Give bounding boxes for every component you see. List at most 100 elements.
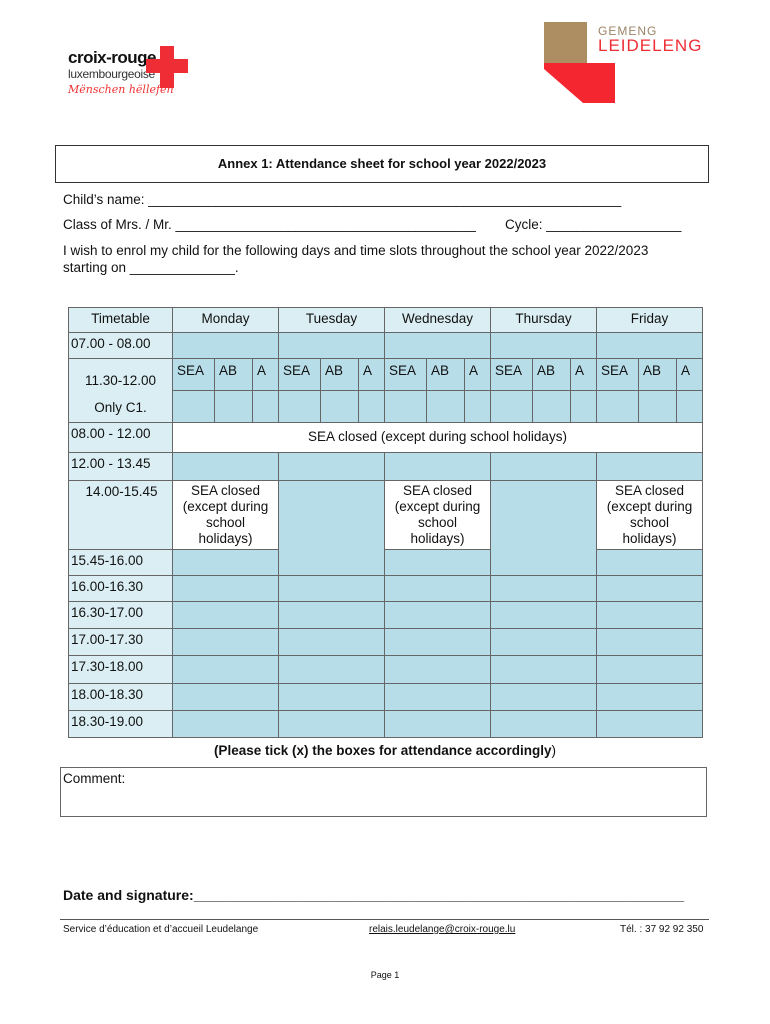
- attendance-cell-monday[interactable]: [173, 602, 279, 629]
- attendance-cell-thursday[interactable]: [491, 656, 597, 684]
- attendance-cell-thursday[interactable]: [491, 576, 597, 602]
- page-title: Annex 1: Attendance sheet for school yea…: [55, 145, 709, 183]
- attendance-cell-monday[interactable]: [173, 711, 279, 738]
- sea-closed-line: (except during: [606, 499, 693, 514]
- tick-instruction-text: (Please tick (x) the boxes for attendanc…: [213, 743, 552, 758]
- attendance-cell-friday[interactable]: [597, 453, 703, 481]
- time-label: 17.30-18.00: [69, 656, 173, 684]
- attendance-cell-monday[interactable]: [173, 629, 279, 656]
- time-label: 11.30-12.00 Only C1.: [69, 359, 173, 423]
- attendance-cell-wednesday[interactable]: [385, 333, 491, 359]
- sea-closed-line: SEA closed: [614, 483, 685, 498]
- time-label: 12.00 - 13.45: [69, 453, 173, 481]
- attendance-cell-thursday[interactable]: [491, 602, 597, 629]
- attendance-cell-monday[interactable]: [173, 333, 279, 359]
- attendance-cell-monday[interactable]: [173, 550, 279, 576]
- attendance-cell-monday[interactable]: [173, 453, 279, 481]
- attendance-cell-monday[interactable]: [173, 656, 279, 684]
- attendance-cell-wednesday[interactable]: [385, 550, 491, 576]
- date-signature-field[interactable]: Date and signature:_____________________…: [63, 887, 685, 903]
- subcol-header-monday: AB: [215, 359, 253, 391]
- attendance-cell-wednesday[interactable]: [385, 629, 491, 656]
- page-number: Page 1: [370, 970, 400, 980]
- subcol-header-monday: A: [253, 359, 279, 391]
- leudelange-logo-line2: LEIDELENG: [598, 36, 703, 55]
- tick-box-tuesday-ab[interactable]: [321, 391, 359, 423]
- tick-box-friday-sea[interactable]: [597, 391, 639, 423]
- attendance-cell-thursday[interactable]: [491, 684, 597, 711]
- subcol-header-wednesday: AB: [427, 359, 465, 391]
- attendance-cell-thursday[interactable]: [491, 481, 597, 576]
- attendance-cell-friday[interactable]: [597, 656, 703, 684]
- time-label-line: 11.30-12.00: [84, 373, 157, 388]
- tick-box-wednesday-sea[interactable]: [385, 391, 427, 423]
- attendance-cell-tuesday[interactable]: [279, 684, 385, 711]
- croix-rouge-logo-sub: luxembourgeoise: [68, 67, 155, 81]
- subcol-header-friday: AB: [639, 359, 677, 391]
- tick-box-tuesday-a[interactable]: [359, 391, 385, 423]
- tick-box-monday-ab[interactable]: [215, 391, 253, 423]
- attendance-cell-friday[interactable]: [597, 333, 703, 359]
- attendance-cell-tuesday[interactable]: [279, 576, 385, 602]
- attendance-cell-wednesday[interactable]: [385, 711, 491, 738]
- header-timetable: Timetable: [69, 308, 173, 333]
- attendance-cell-wednesday[interactable]: [385, 656, 491, 684]
- attendance-cell-friday[interactable]: [597, 576, 703, 602]
- attendance-cell-wednesday[interactable]: [385, 453, 491, 481]
- attendance-cell-wednesday[interactable]: [385, 576, 491, 602]
- tick-instruction: (Please tick (x) the boxes for attendanc…: [0, 743, 770, 758]
- tick-box-thursday-a[interactable]: [571, 391, 597, 423]
- attendance-cell-friday[interactable]: [597, 711, 703, 738]
- attendance-cell-tuesday[interactable]: [279, 602, 385, 629]
- comment-field[interactable]: Comment:: [60, 767, 707, 817]
- attendance-cell-thursday[interactable]: [491, 453, 597, 481]
- tick-box-monday-a[interactable]: [253, 391, 279, 423]
- start-date-field[interactable]: starting on ______________.: [63, 260, 239, 275]
- comment-label: Comment:: [63, 771, 126, 786]
- attendance-cell-monday[interactable]: [173, 684, 279, 711]
- attendance-cell-tuesday[interactable]: [279, 333, 385, 359]
- attendance-table: Timetable Monday Tuesday Wednesday Thursday F…: [68, 307, 703, 738]
- sea-closed-line: school: [417, 515, 458, 530]
- time-label-line: Only C1.: [94, 400, 147, 415]
- attendance-cell-monday[interactable]: [173, 576, 279, 602]
- tick-box-wednesday-a[interactable]: [465, 391, 491, 423]
- attendance-cell-tuesday[interactable]: [279, 629, 385, 656]
- attendance-cell-thursday[interactable]: [491, 629, 597, 656]
- child-name-field[interactable]: Child’s name: __________________________…: [63, 192, 622, 207]
- footer-phone: Tél. : 37 92 92 350: [620, 924, 704, 935]
- attendance-cell-friday[interactable]: [597, 684, 703, 711]
- sea-closed-notice: SEA closed (except during school holiday…: [173, 423, 703, 453]
- tick-box-thursday-ab[interactable]: [533, 391, 571, 423]
- tick-box-thursday-sea[interactable]: [491, 391, 533, 423]
- attendance-cell-tuesday[interactable]: [279, 481, 385, 576]
- cycle-field[interactable]: Cycle: __________________: [505, 217, 682, 232]
- attendance-cell-friday[interactable]: [597, 629, 703, 656]
- sea-closed-notice: SEA closed (except during school holidays): [597, 481, 703, 550]
- attendance-cell-friday[interactable]: [597, 550, 703, 576]
- time-label: 08.00 - 12.00: [69, 423, 173, 453]
- sea-closed-line: holidays): [410, 531, 465, 546]
- footer-service: Service d’éducation et d’accueil Leudela…: [63, 924, 259, 935]
- sea-closed-line: (except during: [394, 499, 481, 514]
- attendance-cell-tuesday[interactable]: [279, 656, 385, 684]
- attendance-cell-wednesday[interactable]: [385, 684, 491, 711]
- attendance-cell-thursday[interactable]: [491, 333, 597, 359]
- croix-rouge-tagline: Mënschen hëllefen: [68, 83, 174, 96]
- sea-closed-line: SEA closed: [190, 483, 261, 498]
- attendance-cell-wednesday[interactable]: [385, 602, 491, 629]
- attendance-cell-friday[interactable]: [597, 602, 703, 629]
- sea-closed-notice: SEA closed (except during school holidays): [385, 481, 491, 550]
- tick-box-friday-ab[interactable]: [639, 391, 677, 423]
- attendance-cell-tuesday[interactable]: [279, 711, 385, 738]
- class-field[interactable]: Class of Mrs. / Mr. ____________________…: [63, 217, 476, 232]
- subcol-header-tuesday: SEA: [279, 359, 321, 391]
- tick-box-friday-a[interactable]: [677, 391, 703, 423]
- tick-box-tuesday-sea[interactable]: [279, 391, 321, 423]
- tick-box-monday-sea[interactable]: [173, 391, 215, 423]
- footer-email-link[interactable]: relais.leudelange@croix-rouge.lu: [369, 924, 516, 935]
- attendance-cell-tuesday[interactable]: [279, 453, 385, 481]
- attendance-cell-thursday[interactable]: [491, 711, 597, 738]
- tick-box-wednesday-ab[interactable]: [427, 391, 465, 423]
- time-label: 14.00-15.45: [69, 481, 173, 550]
